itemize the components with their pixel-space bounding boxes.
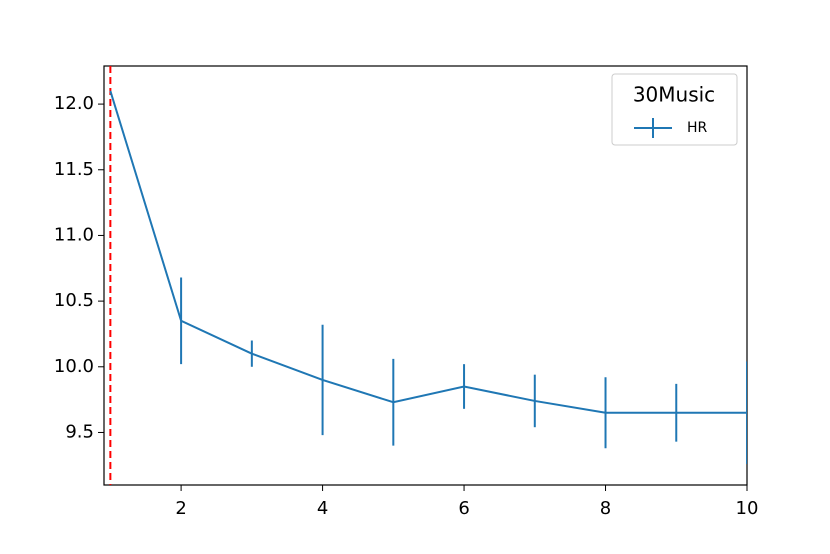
x-tick-label: 4 (317, 498, 328, 519)
x-tick-label: 2 (175, 498, 186, 519)
x-tick-label: 10 (736, 498, 759, 519)
x-tick-label: 6 (458, 498, 469, 519)
legend-label: HR (687, 120, 708, 136)
y-tick-label: 12.0 (54, 93, 94, 114)
legend-title: 30Music (633, 83, 715, 107)
y-tick-label: 11.0 (54, 224, 94, 245)
y-tick-label: 10.5 (54, 290, 94, 311)
line (109, 90, 747, 414)
y-tick-label: 11.5 (54, 159, 94, 180)
y-tick-label: 10.0 (54, 356, 94, 377)
x-tick-label: 8 (600, 498, 611, 519)
y-tick-label: 9.5 (65, 421, 94, 442)
